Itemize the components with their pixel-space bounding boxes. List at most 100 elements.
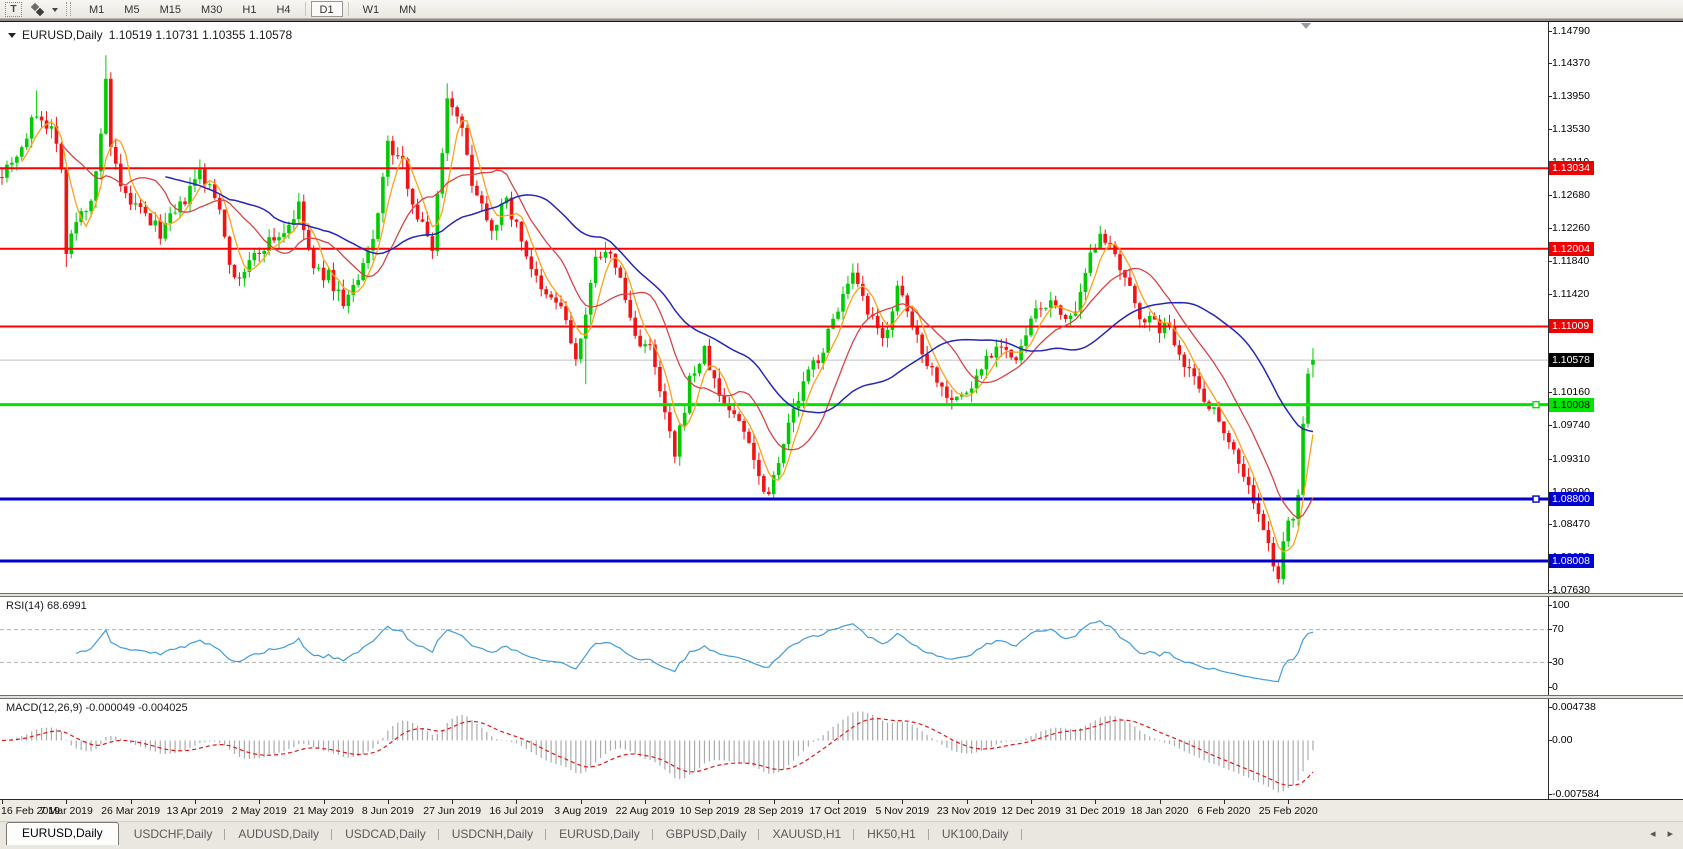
window-border <box>0 19 1683 22</box>
pane-splitter[interactable] <box>0 695 1683 699</box>
rsi-tick-label: 0 <box>1549 680 1558 693</box>
timeframe-button-m30[interactable]: M30 <box>192 1 231 17</box>
timeframe-toolbar: M1 M5 M15 M30 H1 H4 D1 W1 MN <box>79 0 426 19</box>
timeframe-button-m5[interactable]: M5 <box>115 1 148 17</box>
date-label: 25 Feb 2020 <box>1258 805 1318 817</box>
tab-scroll-arrows: ◂ ▸ <box>1650 828 1673 840</box>
rsi-tick-label: 70 <box>1549 623 1564 636</box>
window-bottom-edge <box>0 845 1683 849</box>
date-tick <box>709 800 711 804</box>
current-price-tag: 1.10578 <box>1549 353 1594 368</box>
price-tick-label: 1.11840 <box>1548 255 1590 267</box>
rsi-tick-label: 30 <box>1549 655 1564 668</box>
chart-tab-usdchf-1[interactable]: USDCHF,Daily <box>121 824 226 845</box>
date-label: 7 Mar 2019 <box>39 805 93 817</box>
timeframe-button-mn[interactable]: MN <box>390 1 425 17</box>
macd-tick-label: -0.007584 <box>1548 787 1600 800</box>
date-tick <box>452 800 454 804</box>
rsi-canvas[interactable] <box>0 597 1548 695</box>
styler-dropdown-button[interactable] <box>24 2 58 17</box>
date-label: 8 Jun 2019 <box>361 805 414 817</box>
macd-canvas[interactable] <box>0 699 1548 799</box>
rsi-tick-label: 100 <box>1549 598 1570 611</box>
date-label: 10 Sep 2019 <box>679 805 740 817</box>
date-label: 28 Sep 2019 <box>743 805 804 817</box>
tab-scroll-right-icon[interactable]: ▸ <box>1667 828 1673 840</box>
date-tick <box>1223 800 1225 804</box>
date-label: 6 Feb 2020 <box>1197 805 1251 817</box>
chart-tab-usdcnh-4[interactable]: USDCNH,Daily <box>439 824 547 845</box>
chart-tab-bar: EURUSD,Daily USDCHF,Daily AUDUSD,Daily USDC… <box>0 821 1683 845</box>
date-tick <box>2 800 3 804</box>
chart-tab-hk50-8[interactable]: HK50,H1 <box>854 824 929 845</box>
date-label: 16 Jul 2019 <box>489 805 544 817</box>
level-price-tag: 1.08008 <box>1549 553 1594 568</box>
chart-tab-eurusd-5[interactable]: EURUSD,Daily <box>546 824 653 845</box>
chart-tab-audusd-2[interactable]: AUDUSD,Daily <box>225 824 332 845</box>
chart-tab-eurusd-0[interactable]: EURUSD,Daily <box>6 822 119 845</box>
date-label: 18 Jan 2020 <box>1130 805 1189 817</box>
date-tick <box>966 800 968 804</box>
date-label: 12 Dec 2019 <box>1001 805 1061 817</box>
chart-tab-uk100-9[interactable]: UK100,Daily <box>929 824 1022 845</box>
timeframe-button-h4[interactable]: H4 <box>267 1 299 17</box>
rsi-axis[interactable]: 100 70 30 0 <box>1548 597 1683 695</box>
toolbar-group-separator <box>304 2 306 16</box>
price-tick-label: 1.14790 <box>1549 24 1590 37</box>
top-toolbar: T M1 M5 M15 M30 H1 H4 D1 W1 MN <box>0 0 1683 19</box>
date-tick <box>66 800 68 804</box>
date-tick <box>130 800 132 804</box>
price-tick-label: 1.09740 <box>1549 419 1590 432</box>
date-tick <box>259 800 261 804</box>
level-price-tag: 1.12004 <box>1549 241 1594 256</box>
candlestick-canvas[interactable] <box>0 22 1548 593</box>
date-tick <box>645 800 647 804</box>
date-label: 3 Aug 2019 <box>554 805 608 817</box>
chart-tab-xauusd-7[interactable]: XAUUSD,H1 <box>759 824 854 845</box>
price-axis[interactable]: 1.147901.143701.139501.135301.131101.126… <box>1548 22 1683 596</box>
macd-axis[interactable]: 0.004738 0.00 -0.007584 <box>1548 699 1683 800</box>
pane-splitter[interactable] <box>0 593 1683 597</box>
chart-tab-gbpusd-6[interactable]: GBPUSD,Daily <box>653 824 760 845</box>
price-tick-label: 1.08470 <box>1549 518 1590 531</box>
timeframe-button-m15[interactable]: M15 <box>151 1 190 17</box>
timeframe-button-m1[interactable]: M1 <box>80 1 113 17</box>
timeframe-button-d1[interactable]: D1 <box>310 1 343 17</box>
price-tick-label: 1.12260 <box>1549 222 1590 235</box>
level-price-tag: 1.08800 <box>1549 492 1594 507</box>
date-label: 16 Feb 2019 <box>1 805 60 817</box>
date-tick <box>1095 800 1097 804</box>
macd-tick-label: 0.00 <box>1548 734 1573 746</box>
chart-tabs: EURUSD,Daily USDCHF,Daily AUDUSD,Daily USDC… <box>0 822 1022 845</box>
rsi-pane: 100 70 30 0 RSI(14) 68.6991 <box>0 597 1683 695</box>
timeframe-button-w1[interactable]: W1 <box>354 1 389 17</box>
price-tick-label: 1.10160 <box>1549 386 1590 399</box>
date-label: 13 Apr 2019 <box>166 805 224 817</box>
text-tool-button[interactable]: T <box>5 1 22 17</box>
level-price-tag: 1.13034 <box>1549 161 1594 176</box>
date-label: 5 Nov 2019 <box>875 805 930 817</box>
price-tick-label: 1.09310 <box>1549 452 1590 465</box>
date-tick <box>1030 800 1032 804</box>
date-tick <box>773 800 775 804</box>
timeframe-button-h1[interactable]: H1 <box>233 1 265 17</box>
date-tick <box>580 800 582 804</box>
chart-tab-usdcad-3[interactable]: USDCAD,Daily <box>332 824 439 845</box>
toolbar-group-separator <box>347 2 349 16</box>
price-tick-label: 1.13950 <box>1549 90 1590 103</box>
collapse-triangle-icon[interactable] <box>8 32 16 38</box>
time-axis[interactable]: 16 Feb 2019 7 Mar 2019 26 Mar 2019 13 Apr 2… <box>0 799 1683 821</box>
price-tick-label: 1.11420 <box>1548 287 1590 300</box>
date-tick <box>323 800 325 804</box>
chart-shift-marker-icon[interactable] <box>1301 23 1311 29</box>
price-tick-label: 1.12680 <box>1549 189 1590 202</box>
level-price-tag: 1.11009 <box>1549 319 1594 334</box>
date-label: 21 May 2019 <box>293 805 354 817</box>
date-tick <box>1159 800 1161 804</box>
level-price-tag: 1.10008 <box>1549 397 1594 412</box>
date-tick <box>838 800 840 804</box>
tab-scroll-left-icon[interactable]: ◂ <box>1649 828 1656 840</box>
date-label: 31 Dec 2019 <box>1065 805 1126 817</box>
date-tick <box>1288 800 1290 804</box>
